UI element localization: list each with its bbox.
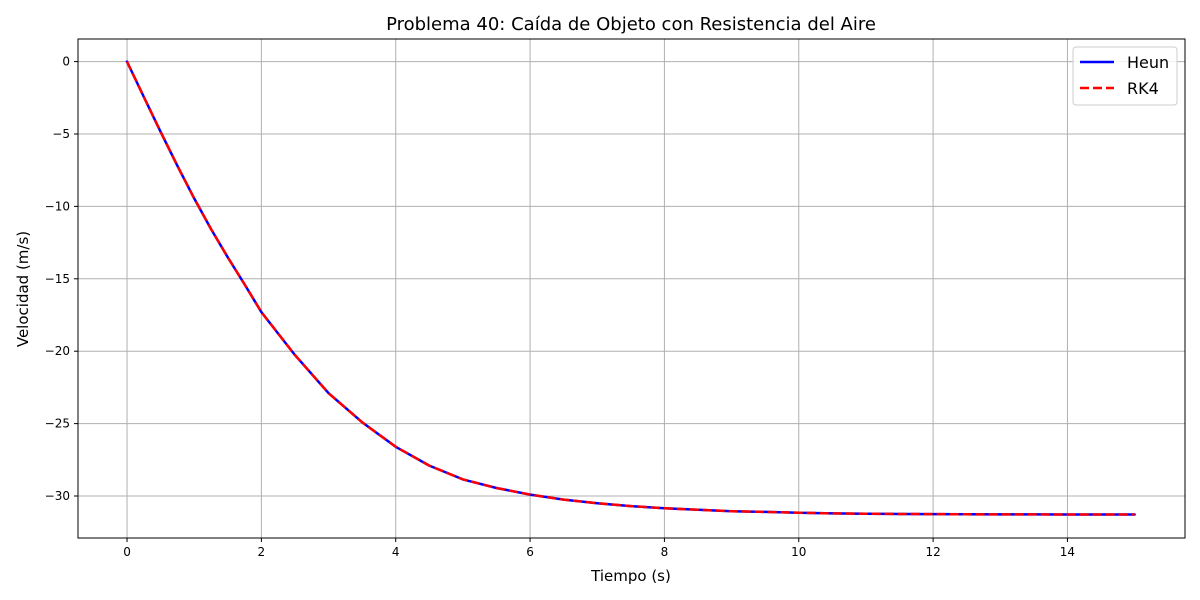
- y-tick-label: −10: [45, 199, 70, 213]
- x-tick-label: 8: [661, 545, 669, 559]
- x-tick-label: 6: [526, 545, 534, 559]
- axis-ticks: 0 2 4 6 8 10 12 14 0 −5 −10 −15 −20 −25 −30: [45, 55, 1075, 559]
- x-tick-label: 14: [1060, 545, 1075, 559]
- y-tick-label: −5: [52, 127, 70, 141]
- x-tick-label: 10: [791, 545, 806, 559]
- y-tick-label: −30: [45, 489, 70, 503]
- series-line-rk4: [125, 61, 1135, 516]
- y-axis-label: Velocidad (m/s): [14, 231, 32, 347]
- legend-label-rk4: RK4: [1127, 79, 1159, 98]
- y-tick-label: −15: [45, 272, 70, 286]
- x-tick-label: 2: [258, 545, 266, 559]
- x-tick-label: 0: [123, 545, 131, 559]
- chart-title: Problema 40: Caída de Objeto con Resiste…: [386, 14, 876, 35]
- series-lines: [125, 60, 1136, 516]
- legend: Heun RK4: [1072, 46, 1178, 106]
- legend-label-heun: Heun: [1127, 53, 1169, 72]
- plot-frame: [77, 38, 1186, 539]
- y-tick-label: −25: [45, 417, 70, 431]
- x-tick-label: 4: [392, 545, 400, 559]
- y-tick-label: −20: [45, 344, 70, 358]
- x-tick-label: 12: [925, 545, 940, 559]
- grid: [78, 39, 1185, 538]
- x-axis-label: Tiempo (s): [590, 567, 671, 585]
- y-tick-label: 0: [62, 55, 70, 69]
